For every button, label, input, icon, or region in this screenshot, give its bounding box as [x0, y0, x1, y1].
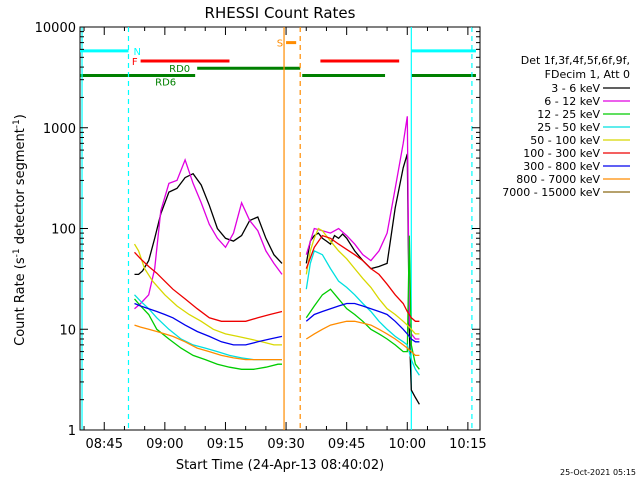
- series-line: [134, 172, 283, 276]
- x-tick-label: 09:15: [207, 437, 244, 452]
- y-tick-label: 1: [68, 424, 76, 439]
- legend: Det 1f,3f,4f,5f,6f,9f, FDecim 1, Att 0 3…: [502, 54, 630, 199]
- y-tick-label: 10000: [35, 21, 76, 36]
- series-line: [134, 302, 283, 346]
- x-tick-label: 09:30: [267, 437, 304, 452]
- legend-label: 7000 - 15000 keV: [502, 186, 600, 199]
- legend-label: 800 - 7000 keV: [516, 173, 600, 186]
- series-line: [305, 249, 420, 376]
- legend-label: 300 - 800 keV: [523, 160, 600, 173]
- y-axis-ticks: 1 10 100 1000 10000: [35, 21, 480, 439]
- y-axis-label-part-1: Count Rate (s: [13, 257, 28, 346]
- legend-header-line-2: FDecim 1, Att 0: [545, 68, 630, 81]
- legend-label: 6 - 12 keV: [544, 95, 600, 108]
- legend-label: 3 - 6 keV: [551, 82, 600, 95]
- series-line: [134, 158, 283, 310]
- footer-timestamp: 25-Oct-2021 05:15: [560, 468, 636, 477]
- series-line: [134, 294, 282, 361]
- x-axis-label: Start Time (24-Apr-13 08:40:02): [176, 458, 384, 473]
- state-bar-label: RD0: [169, 64, 190, 75]
- series-line: [305, 234, 420, 322]
- series-line: [134, 324, 282, 361]
- x-tick-label: 08:45: [86, 437, 123, 452]
- y-axis-label-part-3: ): [13, 114, 28, 119]
- x-tick-label: 10:00: [389, 437, 426, 452]
- series-line: [305, 116, 420, 340]
- state-bar-label: RD6: [155, 78, 176, 89]
- state-bar-label: F: [132, 57, 138, 68]
- state-bars: N S F RD0 RD6: [80, 39, 476, 89]
- legend-header-line-1: Det 1f,3f,4f,5f,6f,9f,: [521, 54, 630, 67]
- legend-label: 100 - 300 keV: [523, 147, 600, 160]
- y-tick-label: 100: [51, 223, 76, 238]
- series-line: [305, 320, 420, 357]
- legend-label: 25 - 50 keV: [537, 121, 600, 134]
- series-line: [305, 235, 420, 370]
- y-axis-label-exponent-2: -1: [12, 119, 22, 128]
- x-tick-label: 09:00: [146, 437, 183, 452]
- y-tick-label: 10: [59, 323, 76, 338]
- series-line: [305, 227, 420, 335]
- series-lines: [133, 116, 420, 405]
- plot-area-frame: [79, 26, 481, 431]
- series-line: [134, 251, 283, 322]
- state-bar-label: S: [277, 39, 283, 50]
- series-line: [134, 298, 282, 370]
- series-line: [305, 302, 420, 343]
- legend-label: 12 - 25 keV: [537, 108, 600, 121]
- vertical-markers: [81, 27, 473, 430]
- state-bar-label: N: [133, 47, 140, 58]
- y-axis-label-exponent-1: -1: [12, 248, 22, 257]
- x-tick-label: 09:45: [328, 437, 365, 452]
- x-tick-label: 10:15: [449, 437, 486, 452]
- y-tick-label: 1000: [43, 122, 76, 137]
- y-axis-label: Count Rate (s-1 detector segment-1): [12, 114, 28, 346]
- x-axis-ticks: 08:45 09:00 09:15 09:30 09:45 10:00 10:15: [83, 27, 487, 452]
- y-axis-label-part-2: detector segment: [13, 128, 28, 248]
- legend-label: 50 - 100 keV: [530, 134, 600, 147]
- series-line: [133, 243, 282, 346]
- chart-title: RHESSI Count Rates: [205, 4, 356, 22]
